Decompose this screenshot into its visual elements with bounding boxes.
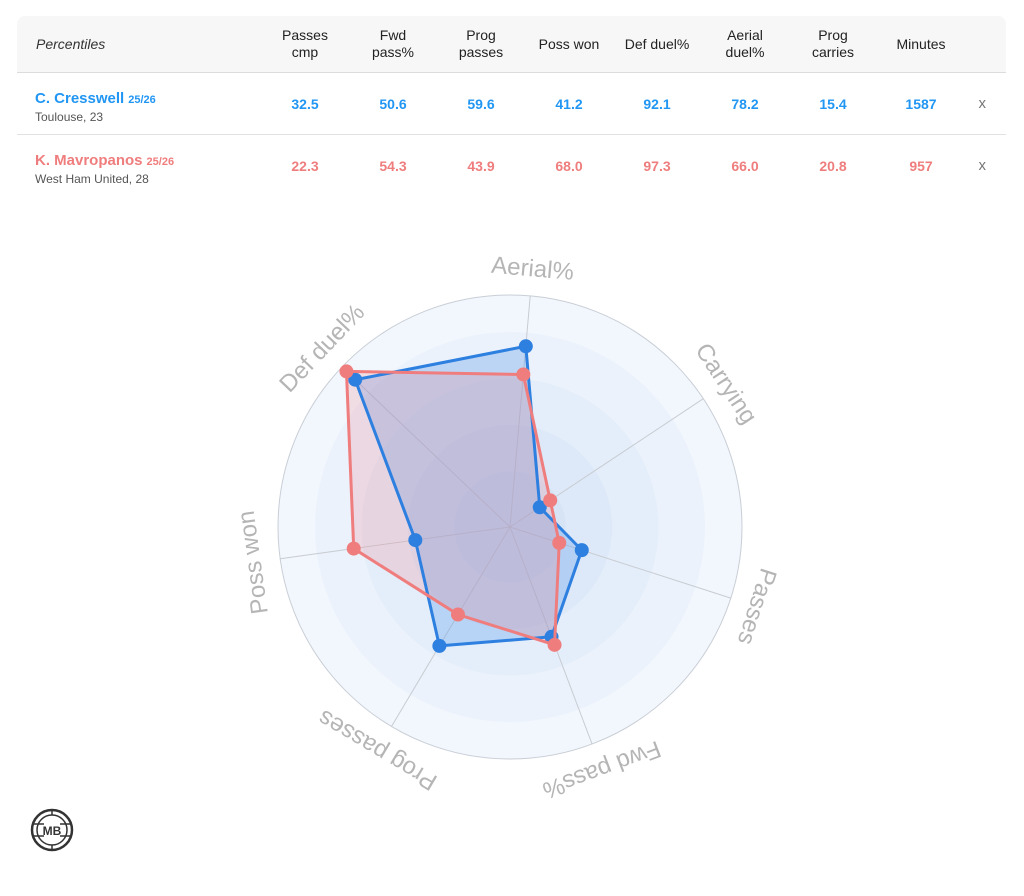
axis-label: Aerial% bbox=[490, 252, 575, 286]
player-name[interactable]: K. Mavropanos 25/26 bbox=[35, 152, 175, 169]
player-name[interactable]: C. Cresswell 25/26 bbox=[35, 90, 156, 107]
player-row: C. Cresswell 25/26 Toulouse, 23 32.5 50.6… bbox=[17, 73, 1006, 135]
series-point bbox=[552, 535, 567, 550]
stat-value: 92.1 bbox=[643, 95, 671, 112]
stat-value: 54.3 bbox=[379, 157, 407, 174]
stat-value: 50.6 bbox=[379, 95, 407, 112]
radar-spoke bbox=[280, 526, 511, 560]
stat-value: 20.8 bbox=[819, 157, 847, 174]
stat-value: 957 bbox=[909, 157, 933, 174]
col-header: Minutes bbox=[896, 35, 946, 52]
radar-spoke bbox=[509, 295, 531, 528]
player-season: 25/26 bbox=[146, 156, 175, 168]
series-point bbox=[543, 493, 558, 508]
stat-value: 32.5 bbox=[291, 95, 319, 112]
series-point bbox=[450, 607, 465, 622]
series-point bbox=[518, 339, 533, 354]
stat-value: 68.0 bbox=[555, 157, 583, 174]
table-header: Percentiles Passes cmp Fwd pass% Prog pa… bbox=[17, 16, 1006, 73]
player-club-age: Toulouse, 23 bbox=[35, 110, 104, 124]
col-header: Def duel% bbox=[624, 35, 690, 52]
col-header: Poss won bbox=[538, 35, 600, 52]
player-season: 25/26 bbox=[128, 94, 156, 106]
col-header: Fwd pass% bbox=[371, 27, 415, 60]
series-point bbox=[574, 543, 589, 558]
col-header: Prog carries bbox=[811, 27, 854, 60]
stat-value: 97.3 bbox=[643, 157, 671, 174]
radar-spoke bbox=[509, 526, 731, 599]
series-point bbox=[346, 541, 361, 556]
percentile-table: Percentiles Passes cmp Fwd pass% Prog pa… bbox=[17, 16, 1006, 196]
axis-label: Poss won bbox=[233, 509, 274, 616]
series-line bbox=[353, 344, 584, 648]
stat-value: 1587 bbox=[905, 95, 937, 112]
stat-value: 15.4 bbox=[819, 95, 847, 112]
series-area bbox=[355, 346, 582, 646]
stat-value: 41.2 bbox=[555, 95, 583, 112]
stat-value: 43.9 bbox=[467, 157, 495, 174]
col-header: Passes cmp bbox=[282, 27, 328, 60]
logo: MB bbox=[30, 808, 74, 852]
stat-value: 66.0 bbox=[731, 157, 759, 174]
stat-value: 22.3 bbox=[291, 157, 319, 174]
series-point bbox=[532, 500, 547, 515]
radar-spoke bbox=[341, 366, 511, 528]
series-point bbox=[516, 367, 531, 382]
series-point bbox=[432, 638, 447, 653]
table-title: Percentiles bbox=[36, 36, 106, 52]
remove-player-button[interactable]: x bbox=[978, 95, 987, 112]
series-point bbox=[348, 372, 363, 387]
stat-value: 78.2 bbox=[731, 95, 759, 112]
remove-player-button[interactable]: x bbox=[978, 157, 987, 174]
series-point bbox=[408, 533, 423, 548]
col-header: Aerial duel% bbox=[725, 27, 765, 60]
player-club-age: West Ham United, 28 bbox=[35, 172, 149, 186]
radar-spoke bbox=[391, 526, 511, 727]
logo-text: MB bbox=[43, 824, 62, 838]
stat-value: 59.6 bbox=[467, 95, 495, 112]
col-header: Prog passes bbox=[458, 27, 504, 60]
series-point bbox=[547, 637, 562, 652]
player-row: K. Mavropanos 25/26 West Ham United, 28 2… bbox=[17, 135, 1006, 196]
axis-label: Passes bbox=[732, 565, 782, 648]
series-point bbox=[339, 364, 354, 379]
series-line bbox=[344, 369, 561, 647]
